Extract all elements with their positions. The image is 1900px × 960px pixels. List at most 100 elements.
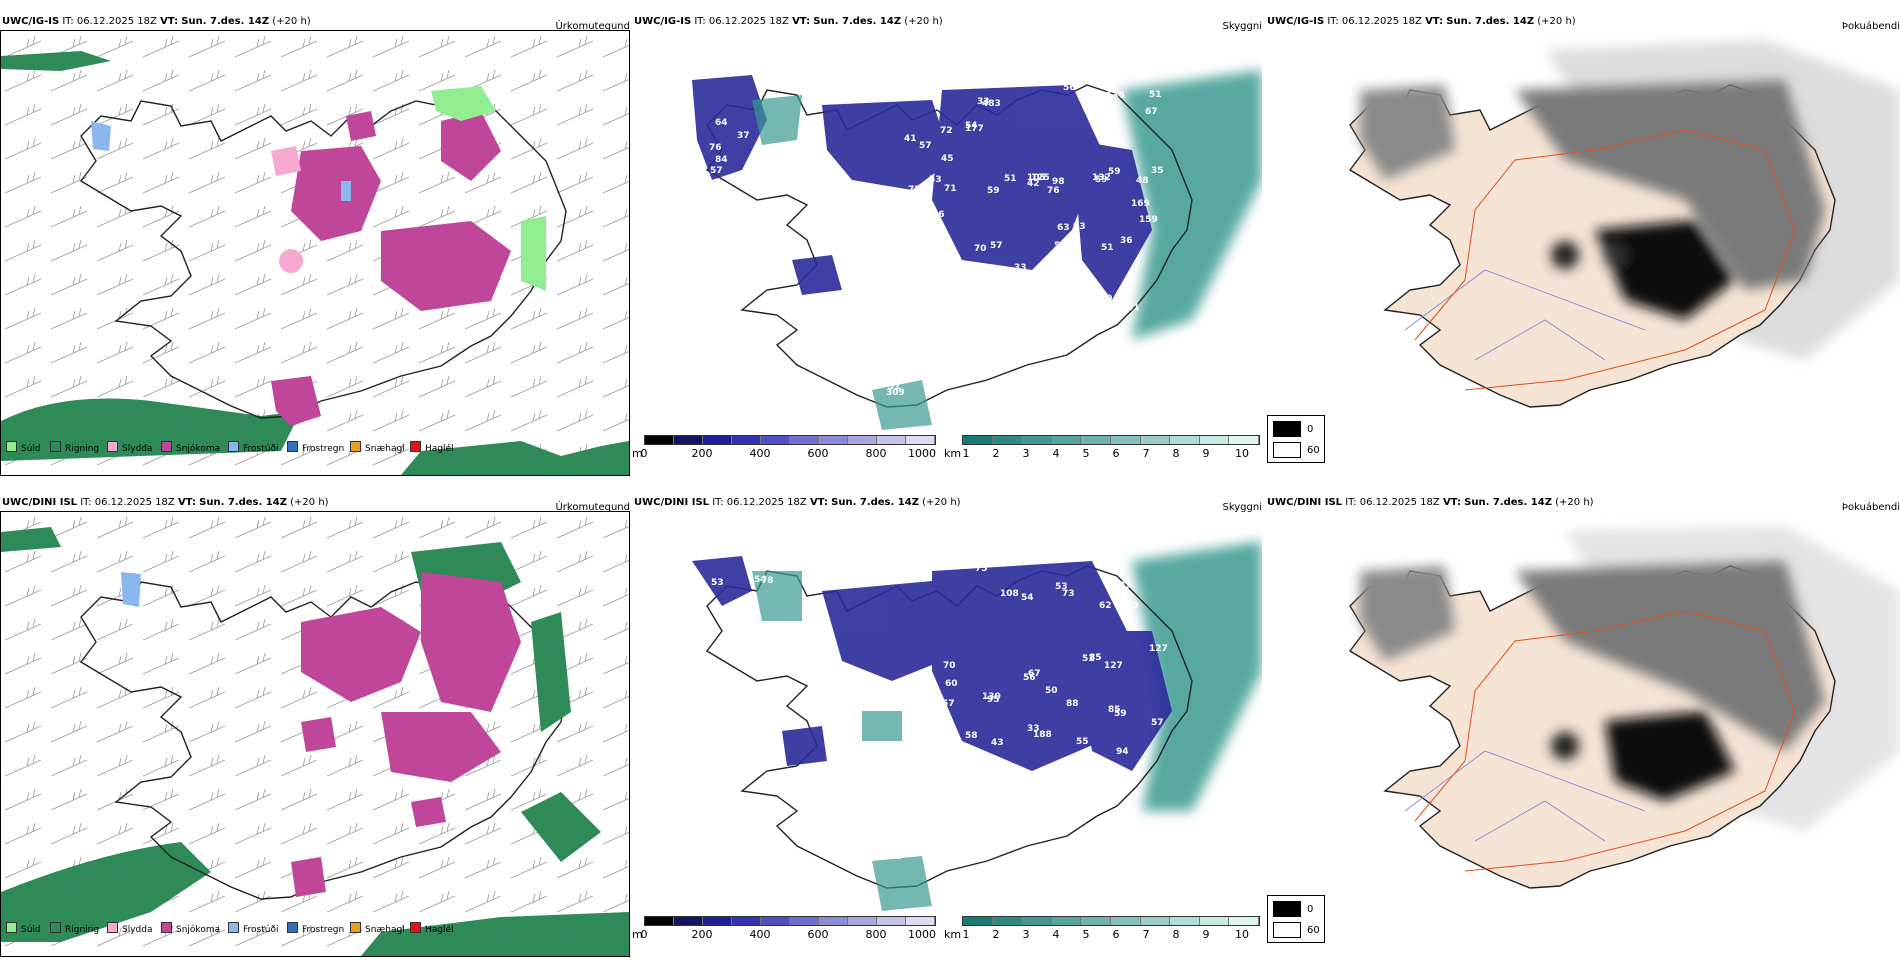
visibility-label: 32: [995, 299, 1008, 309]
visibility-label: 41: [1127, 303, 1140, 313]
visibility-label: 58: [965, 731, 978, 741]
sea-rain-areas: [1, 527, 629, 956]
mid-visibility-areas: [752, 571, 932, 911]
colorbar-swatch: [1022, 436, 1052, 444]
visibility-label: 60: [945, 679, 958, 689]
visibility-label: 35: [1151, 166, 1164, 176]
visibility-label: 52: [1054, 241, 1067, 251]
visibility-label: 57: [1151, 718, 1164, 728]
colorbar-tick: 600: [807, 928, 829, 941]
colorbar-tick: 5: [1082, 447, 1090, 460]
mid-visibility-areas: [752, 95, 932, 430]
colorbar-tick: 0: [640, 447, 648, 460]
colorbar-swatch: [1081, 436, 1111, 444]
visibility-label: 96: [932, 210, 945, 220]
legend-item: Frostúði: [228, 441, 278, 454]
colorbar-tick: 7: [1142, 447, 1150, 460]
visibility-label: 76: [709, 143, 722, 153]
visibility-label: 73: [1062, 589, 1075, 599]
fog-shading: [1360, 80, 1825, 320]
visibility-label: 59: [1114, 709, 1127, 719]
visibility-label: 95: [987, 695, 1000, 705]
colorbar-unit: m: [632, 447, 643, 460]
visibility-label: 52: [889, 852, 902, 862]
colorbar-swatch: [1199, 436, 1230, 444]
precip-legend-dini: Súld Rigning Slydda Snjókoma Frostúði Fr…: [0, 917, 630, 941]
cloud-visibility-map: 45 71 37 57 64 76 85 84 96 93 53 35 44 59 59 72 41 39 51 80…: [632, 30, 1262, 445]
visibility-label: 72: [940, 126, 953, 136]
colorbar-swatch: [674, 917, 703, 925]
sea-rain-areas: [1, 51, 629, 475]
legend-item: Haglél: [410, 922, 454, 935]
visibility-label: 105: [1027, 173, 1046, 183]
visibility-label: 71: [765, 78, 778, 88]
colorbar-swatch: [992, 436, 1023, 444]
snow-areas: [291, 572, 521, 897]
fog-index-map: [1265, 511, 1900, 926]
panel-header: UWC/DINI ISL IT: 06.12.2025 18Z VT: Sun.…: [2, 497, 329, 508]
fog-shading: [1360, 561, 1825, 801]
colorbar-tick: 3: [1022, 447, 1030, 460]
colorbar-swatch: [819, 436, 848, 444]
visibility-label: 64: [715, 118, 728, 128]
colorbar-swatch: [1051, 917, 1082, 925]
freezing-areas: [121, 572, 141, 607]
visibility-label: 109: [1120, 601, 1139, 611]
legend-item: Snjókoma: [161, 922, 220, 935]
colorbar-swatch: [1140, 436, 1171, 444]
colorbar-swatch: [703, 917, 732, 925]
visibility-colorbar-dini: km 1 2 3 4 5 6 7 8 9 10: [944, 916, 1264, 942]
visibility-label: 37: [771, 562, 784, 572]
visibility-label: 53: [720, 619, 733, 629]
visibility-label: 309: [886, 388, 905, 398]
visibility-label: 43: [991, 738, 1004, 748]
fog-legend-item: 60: [1273, 922, 1320, 938]
visibility-label: 54: [754, 575, 767, 585]
fog-legend-igis: 0 60: [1267, 415, 1325, 463]
visibility-label: 56: [1063, 83, 1076, 93]
visibility-label: 59: [987, 186, 1000, 196]
visibility-label: 36: [1120, 236, 1133, 246]
visibility-label: 71: [944, 184, 957, 194]
fog-index-panel-igis: UWC/IG-IS IT: 06.12.2025 18Z VT: Sun. 7.…: [1265, 15, 1900, 475]
colorbar-tick: 3: [1022, 928, 1030, 941]
panel-header: UWC/DINI ISL IT: 06.12.2025 18Z VT: Sun.…: [1267, 497, 1594, 508]
fog-legend-dini: 0 60: [1267, 895, 1325, 943]
colorbar-tick: 8: [1172, 447, 1180, 460]
panel-product-title: Þokuábendi: [1841, 502, 1900, 513]
colorbar-tick: 10: [1235, 447, 1249, 460]
legend-item: Snæhagl: [350, 441, 405, 454]
visibility-label: 177: [965, 124, 984, 134]
drizzle-areas: [431, 86, 546, 291]
cloud-visibility-map: 37 63 71 53 78 54 53 72 85 50 55 56 108 37 52 57 54 57 67 1…: [632, 511, 1262, 926]
visibility-label: 51: [1101, 243, 1114, 253]
colorbar-swatch: [1110, 917, 1141, 925]
visibility-label: 70: [974, 244, 987, 254]
precip-type-panel-igis: UWC/IG-IS IT: 06.12.2025 18Z VT: Sun. 7.…: [0, 15, 630, 476]
fog-legend-item: 60: [1273, 442, 1320, 458]
visibility-label: 67: [1145, 107, 1158, 117]
panel-product-title: Úrkomutegund: [555, 21, 630, 32]
visibility-label: 125: [1031, 173, 1050, 183]
visibility-label: 78: [761, 576, 774, 586]
legend-item: Rigning: [50, 441, 99, 454]
visibility-label: 93: [1073, 222, 1086, 232]
cloud-base-colorbar-igis: m 0 200 400 600 800 1000: [632, 435, 937, 461]
visibility-label: 34: [1083, 278, 1096, 288]
colorbar-tick: 2: [992, 447, 1000, 460]
visibility-label: 63: [1082, 103, 1095, 113]
colorbar-swatch: [1199, 917, 1230, 925]
visibility-label: 51: [1149, 90, 1162, 100]
legend-item: Súld: [6, 922, 41, 935]
cloud-visibility-panel-dini: UWC/DINI ISL IT: 06.12.2025 18Z VT: Sun.…: [632, 496, 1262, 956]
visibility-label: 132: [1092, 173, 1111, 183]
low-cloud-areas: [692, 556, 1172, 771]
colorbar-swatch: [1229, 917, 1259, 925]
colorbar-swatch: [761, 436, 790, 444]
visibility-label: 63: [745, 616, 758, 626]
visibility-label: 127: [1149, 644, 1168, 654]
colorbar-unit: km: [944, 447, 962, 460]
colorbar-swatch: [645, 917, 674, 925]
panel-header: UWC/IG-IS IT: 06.12.2025 18Z VT: Sun. 7.…: [2, 16, 311, 27]
